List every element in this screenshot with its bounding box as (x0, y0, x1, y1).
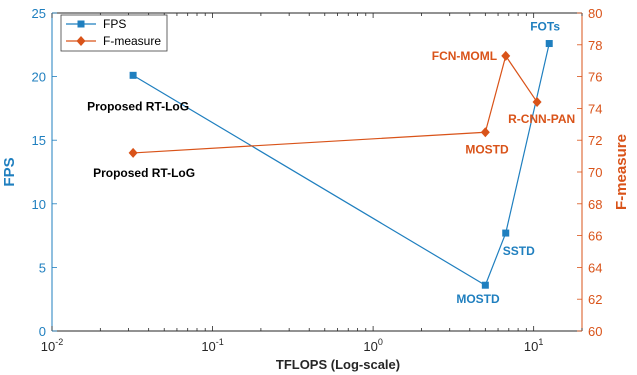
y-left-tick-label: 5 (39, 260, 46, 275)
legend-fmeasure-label: F-measure (103, 34, 161, 48)
fps-data-point (545, 40, 553, 48)
y-right-tick-label: 70 (588, 165, 602, 180)
y-right-tick-label: 62 (588, 292, 602, 307)
y-right-tick-label: 72 (588, 133, 602, 148)
x-tick-label: 10-2 (41, 337, 63, 354)
point-label: SSTD (503, 244, 535, 258)
y-left-tick-label: 20 (32, 70, 46, 85)
point-label: Proposed RT-LoG (93, 166, 195, 180)
y-right-tick-label: 76 (588, 70, 602, 85)
y-left-tick-label: 0 (39, 324, 46, 339)
legend-fps-marker (77, 20, 85, 28)
y-right-axis-title: F-measure (613, 134, 630, 210)
y-right-tick-label: 74 (588, 101, 602, 116)
y-left-axis-title: FPS (1, 157, 18, 186)
y-left-tick-label: 10 (32, 197, 46, 212)
point-label: MOSTD (456, 292, 500, 306)
x-tick-label: 10-1 (201, 337, 223, 354)
plot-frame (51, 12, 583, 332)
y-left-tick-label: 25 (32, 6, 46, 21)
point-label: MOSTD (465, 142, 509, 156)
y-right-tick-label: 68 (588, 197, 602, 212)
f-measure-series-line (133, 54, 538, 154)
legend: FPS F-measure (60, 14, 168, 52)
legend-fmeasure-marker (76, 36, 86, 46)
point-label: FOTs (530, 20, 560, 34)
y-right-axis-ticks: 60 62 64 66 68 70 72 74 76 78 80 (577, 6, 602, 339)
fps-data-point (481, 281, 489, 289)
x-axis-ticks: 10-2 10-1 100 101 (41, 13, 583, 354)
x-axis-title: TFLOPS (Log-scale) (276, 357, 400, 372)
legend-fps-label: FPS (103, 17, 126, 31)
fps-data-point (129, 71, 137, 79)
y-left-axis-ticks: 0 5 10 15 20 25 (32, 6, 57, 339)
f-measure-data-point (128, 147, 138, 158)
y-right-tick-label: 60 (588, 324, 602, 339)
f-measure-data-point (532, 97, 542, 108)
series-layer (128, 40, 553, 289)
y-right-tick-label: 64 (588, 260, 602, 275)
y-right-tick-label: 66 (588, 229, 602, 244)
x-tick-label: 101 (524, 337, 543, 354)
y-left-tick-label: 15 (32, 133, 46, 148)
fps-data-point (502, 229, 510, 237)
point-label: FCN-MOML (432, 49, 497, 63)
f-measure-data-point (480, 127, 490, 138)
point-label: R-CNN-PAN (508, 112, 575, 126)
x-tick-label: 100 (363, 337, 382, 354)
f-measure-data-point (501, 50, 511, 61)
fps-series-line (132, 43, 550, 287)
y-right-tick-label: 78 (588, 38, 602, 53)
point-label: Proposed RT-LoG (87, 99, 189, 113)
point-annotations: Proposed RT-LoG MOSTD SSTD FOTs Proposed RT-… (87, 20, 575, 307)
y-right-tick-label: 80 (588, 6, 602, 21)
